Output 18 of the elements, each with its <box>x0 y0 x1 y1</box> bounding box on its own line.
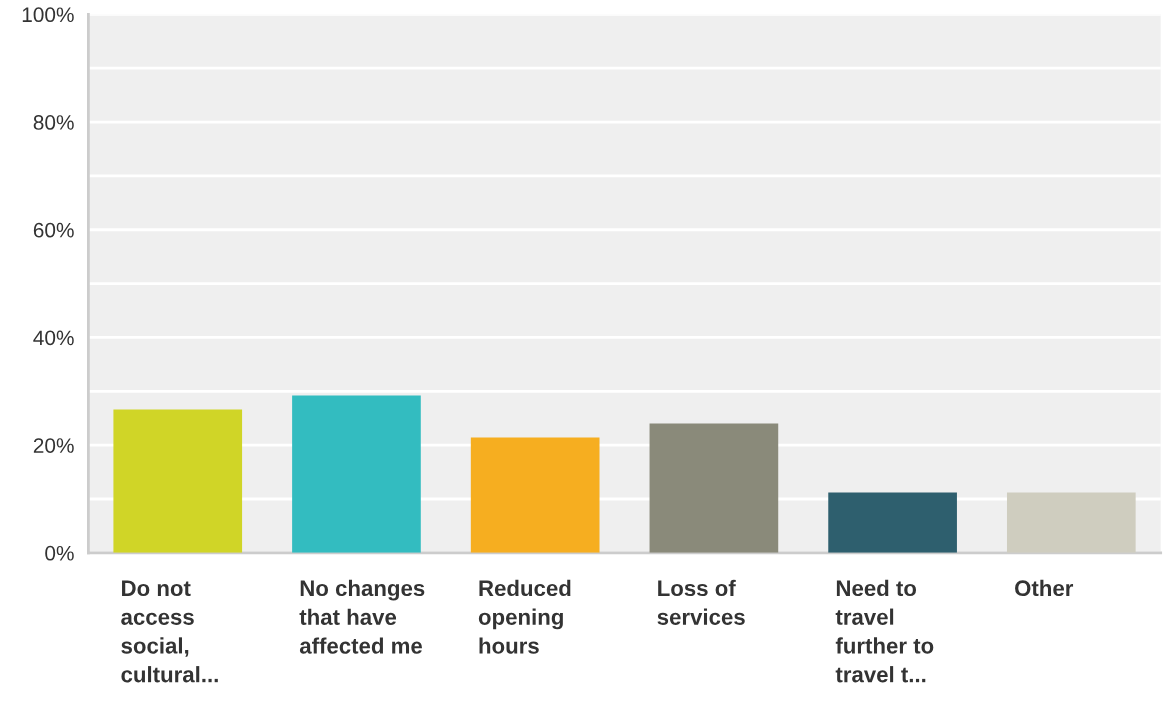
x-tick-label: Other <box>1015 579 1074 597</box>
bar <box>828 492 957 553</box>
y-tick-label: 60% <box>33 222 74 238</box>
x-tick-label: No changes that have affected me <box>299 579 425 654</box>
bar <box>470 437 600 553</box>
bar <box>1006 492 1136 553</box>
y-tick-label: 40% <box>33 330 74 346</box>
x-tick-label: Reduced opening hours <box>478 579 571 654</box>
y-tick-label: 0% <box>45 545 74 561</box>
x-tick-label: Loss of services <box>657 579 745 625</box>
bar <box>292 395 421 553</box>
bar <box>649 423 779 553</box>
y-tick-label: 80% <box>33 115 74 130</box>
x-tick-label: Need to travel further to travel t... <box>835 579 934 683</box>
y-tick-label: 100% <box>22 7 74 23</box>
x-tick-label: Do not access social, cultural... <box>121 580 218 683</box>
y-tick-label: 20% <box>33 438 74 453</box>
bar <box>113 409 243 553</box>
